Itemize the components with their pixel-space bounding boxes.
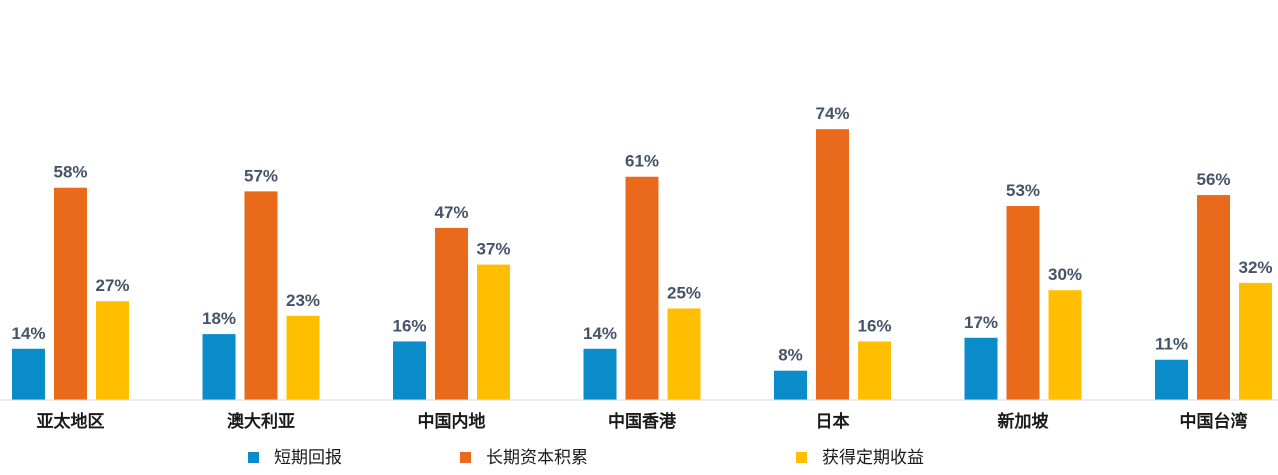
- data-label-1-1: 14%: [11, 324, 45, 343]
- data-label-1-3: 16%: [392, 316, 426, 335]
- data-label-3-5: 16%: [857, 316, 891, 335]
- bars-layer: [12, 129, 1272, 400]
- data-label-2-3: 47%: [434, 203, 468, 222]
- data-label-3-6: 30%: [1048, 265, 1082, 284]
- data-label-2-6: 53%: [1006, 181, 1040, 200]
- category-label-5: 日本: [816, 411, 850, 432]
- bar-3-6: [1048, 290, 1082, 400]
- category-label-3: 中国内地: [418, 411, 486, 432]
- data-label-2-4: 61%: [625, 152, 659, 171]
- data-label-2-2: 57%: [244, 166, 278, 185]
- data-label-3-4: 25%: [667, 284, 701, 303]
- data-label-1-4: 14%: [583, 324, 617, 343]
- legend-swatch-1: [248, 452, 259, 463]
- legend-label-1: 短期回报: [274, 448, 342, 468]
- bar-1-1: [12, 348, 45, 400]
- bar-1-4: [583, 348, 617, 400]
- bar-3-5: [858, 341, 891, 400]
- bar-2-6: [1006, 206, 1040, 400]
- bar-2-7: [1197, 195, 1230, 400]
- data-label-1-2: 18%: [202, 309, 236, 328]
- bar-2-2: [244, 191, 278, 400]
- category-label-4: 中国香港: [608, 411, 677, 432]
- legend: 短期回报 长期资本积累 获得定期收益: [248, 448, 924, 468]
- legend-swatch-3: [796, 452, 807, 463]
- data-label-3-7: 32%: [1238, 258, 1272, 277]
- data-label-1-6: 17%: [964, 313, 998, 332]
- legend-label-2: 长期资本积累: [486, 448, 588, 468]
- bar-2-4: [625, 176, 659, 400]
- bar-3-4: [667, 308, 701, 400]
- data-label-2-7: 56%: [1196, 170, 1230, 189]
- category-label-6: 新加坡: [998, 411, 1049, 432]
- category-label-2: 澳大利亚: [227, 411, 295, 432]
- data-label-3-3: 37%: [476, 240, 510, 259]
- bar-2-5: [816, 129, 849, 400]
- bar-2-3: [435, 227, 468, 400]
- category-label-7: 中国台湾: [1180, 411, 1248, 432]
- data-label-1-7: 11%: [1155, 335, 1188, 354]
- data-label-3-1: 27%: [95, 276, 129, 295]
- legend-label-3: 获得定期收益: [822, 448, 924, 468]
- bar-1-7: [1155, 359, 1188, 400]
- bar-1-2: [202, 334, 236, 400]
- bar-1-3: [393, 341, 426, 400]
- bar-3-2: [286, 315, 320, 400]
- bar-3-1: [96, 301, 129, 400]
- data-label-1-5: 8%: [778, 346, 803, 365]
- bar-3-3: [477, 264, 510, 400]
- bar-1-6: [964, 337, 998, 400]
- legend-swatch-2: [460, 452, 471, 463]
- category-label-1: 亚太地区: [37, 411, 105, 432]
- category-labels-layer: 亚太地区 澳大利亚 中国内地 中国香港 日本 新加坡 中国台湾: [37, 411, 1248, 432]
- data-label-2-1: 58%: [53, 163, 87, 182]
- data-labels-layer: 14% 58% 27% 18% 57% 23% 16% 47% 37% 14% 61% 25% 8% 74…: [11, 104, 1272, 365]
- bar-1-5: [774, 370, 807, 400]
- data-label-2-5: 74%: [815, 104, 849, 123]
- data-label-3-2: 23%: [286, 291, 320, 310]
- bar-3-7: [1239, 282, 1272, 400]
- bar-2-1: [54, 187, 87, 400]
